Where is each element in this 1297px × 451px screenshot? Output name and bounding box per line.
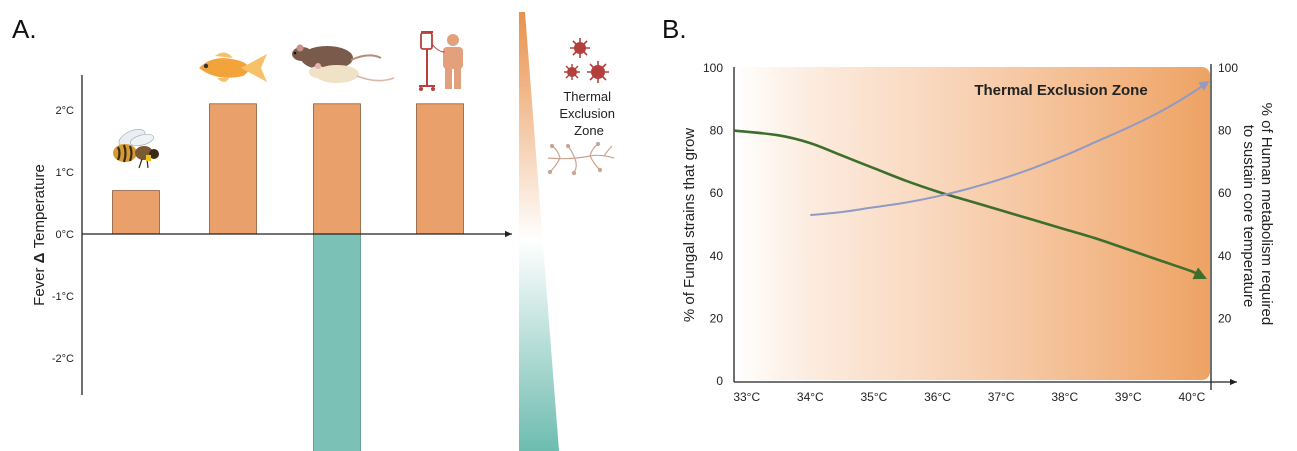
right-axis-title-line-2: to sustain core temperature [1240, 125, 1257, 308]
fever-bar [313, 103, 361, 235]
thermal-exclusion-zone-band [736, 67, 1210, 380]
panel-b-left-axis-title: % of Fungal strains that grow [681, 128, 698, 322]
ylabel-prefix: Fever [31, 267, 48, 305]
fungal-hyphae-icon [547, 141, 615, 176]
panel-b-x-tick-label: 35°C [861, 390, 888, 404]
goldfish-icon [199, 52, 267, 82]
panel-a-zone-label: Thermal Exclusion Zone [559, 89, 618, 138]
zone-label-line-1: Thermal [563, 89, 611, 104]
panel-b-right-tick-label: 100 [1218, 61, 1238, 75]
panel-b-left-tick-label: 60 [710, 186, 724, 200]
zone-label-line-2: Exclusion [559, 106, 615, 121]
panel-b-right-tick-label: 60 [1218, 186, 1232, 200]
panel-b-left-tick-label: 0 [716, 374, 723, 388]
rodents-icon [292, 44, 395, 83]
panel-b-series [733, 80, 1210, 280]
panel-b-x-tick-label: 39°C [1115, 390, 1142, 404]
patient-iv-icon [419, 31, 463, 91]
thermal-exclusion-zone-title: Thermal Exclusion Zone [974, 82, 1147, 99]
panel-b: B. Thermal Exclusion Zone % of Fungal st… [662, 14, 1275, 404]
panel-b-right-tick-label: 40 [1218, 249, 1232, 263]
fever-bar [209, 103, 257, 235]
panel-b-right-tick-label: 20 [1218, 311, 1232, 325]
thermal-gradient-wedge [519, 12, 559, 451]
panel-a-y-tick-label: -1°C [52, 291, 74, 303]
panel-b-left-tick-label: 20 [710, 311, 724, 325]
panel-a-y-tick-label: 0°C [56, 229, 75, 241]
panel-b-x-tick-label: 40°C [1179, 390, 1206, 404]
negative-bar [313, 233, 361, 451]
panel-b-left-tick-label: 100 [703, 61, 723, 75]
panel-a-y-tick-label: 1°C [56, 167, 75, 179]
fever-bar [416, 103, 464, 235]
ylabel-suffix: Temperature [31, 164, 48, 248]
panel-a-bars [112, 103, 464, 451]
panel-b-letter: B. [662, 14, 687, 44]
zone-label-line-3: Zone [574, 123, 604, 138]
fungal-growth-line [733, 129, 1207, 280]
panel-a-letter: A. [12, 14, 37, 44]
ylabel-delta-symbol: Δ [31, 252, 48, 263]
panel-b-x-tick-label: 38°C [1051, 390, 1078, 404]
panel-b-x-tick-label: 34°C [797, 390, 824, 404]
panel-a-y-tick-labels: 2°C 1°C 0°C -1°C -2°C [52, 105, 74, 365]
panel-b-x-tick-label: 33°C [733, 390, 760, 404]
panel-b-left-tick-label: 80 [710, 124, 724, 138]
panel-b-x-tick-label: 36°C [924, 390, 951, 404]
metabolism-line [810, 80, 1210, 217]
right-axis-title-line-1: % of Human metabolism required [1258, 103, 1275, 326]
fever-bar [112, 190, 160, 235]
panel-a-y-tick-label: 2°C [56, 105, 75, 117]
virus-cluster-icon [564, 38, 609, 83]
panel-b-x-tick-labels: 33°C 34°C 35°C 36°C 37°C 38°C 39°C 40°C [733, 390, 1205, 404]
panel-b-left-tick-label: 40 [710, 249, 724, 263]
panel-a-y-tick-label: -2°C [52, 353, 74, 365]
panel-b-right-axis-title: % of Human metabolism required to sustai… [1240, 103, 1275, 330]
panel-b-x-tick-label: 37°C [988, 390, 1015, 404]
bee-icon [113, 129, 159, 169]
panel-a: A. Fever Δ Temperature 2°C 1°C 0°C -1°C -2°C… [12, 12, 618, 451]
panel-b-right-tick-label: 80 [1218, 124, 1232, 138]
panel-b-right-tick-labels: 20 40 60 80 100 [1218, 61, 1238, 325]
panel-b-left-tick-labels: 0 20 40 60 80 100 [703, 61, 723, 388]
panel-a-y-axis-title: Fever Δ Temperature [31, 164, 48, 306]
